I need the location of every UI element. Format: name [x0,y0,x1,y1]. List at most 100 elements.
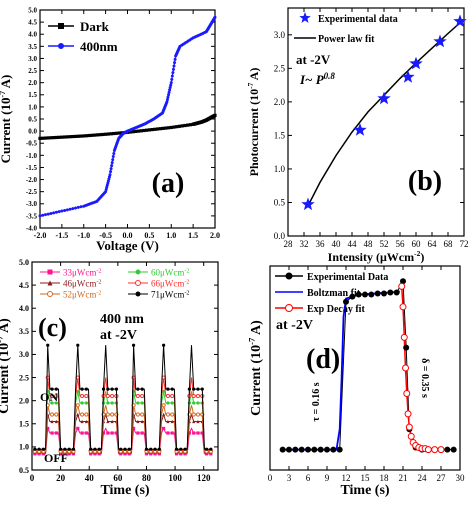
exp-decay-point [424,446,432,454]
data-point [93,447,97,451]
data-point [75,403,80,408]
data-point [172,64,176,68]
data-point [65,135,69,139]
x-axis-label: Time (s) [340,483,389,498]
data-point [79,134,83,138]
legend-label: Boltzman fit [307,288,361,299]
data-point [117,131,121,135]
data-point [209,447,213,451]
experimental-data-point [433,34,447,48]
x-tick-label: 80 [142,473,152,483]
x-tick-label: 0.5 [144,231,154,240]
experimental-data-point [374,290,381,297]
data-point [101,132,105,137]
y-tick-label: -3.5 [26,212,38,220]
data-point [166,431,170,435]
data-point [37,447,41,451]
data-point [119,447,123,451]
y-tick-label: -4.0 [26,224,38,232]
data-point [142,128,146,133]
experimental-data-point [324,446,330,453]
legend-label: 46μWcm-2 [63,279,101,289]
x-tick-label: 60 [412,239,422,249]
data-point [108,173,112,177]
y-tick-label: 0.0 [274,231,286,241]
y-tick-label: -1.0 [26,152,38,160]
data-point [79,393,85,399]
exp-decay-point [398,282,406,290]
experimental-data-point [377,91,391,105]
data-point [49,136,53,140]
y-tick-label: -1.5 [26,164,38,172]
data-point [170,401,174,405]
x-axis-label: Time (s) [100,483,149,498]
data-point [172,125,176,129]
data-point [165,100,169,104]
x-tick-label: 30 [456,473,466,483]
legend-label: Power law fit [318,34,375,45]
data-point [59,447,63,451]
data-point [60,209,64,213]
legend-marker [299,12,311,23]
data-point [84,412,89,417]
x-tick-label: 24 [418,473,428,483]
x-tick-label: 56 [396,239,406,249]
y-tick-label: 4.5 [28,19,37,27]
data-point [46,136,50,140]
data-point [114,131,119,135]
data-point [71,207,75,211]
x-tick-label: 72 [460,239,469,249]
legend-label: 66μWcm-2 [151,279,189,289]
data-point [109,170,113,174]
legend-label: Exp Decay fit [307,304,365,315]
legend-marker [47,269,53,275]
data-point [128,130,132,134]
data-point [136,419,140,424]
x-tick-label: 28 [284,239,294,249]
data-point [71,134,75,139]
y-axis-label: Photocurrent (10-7 A) [246,68,261,177]
y-tick-label: 0.0 [28,128,37,136]
y-tick-label: 3.5 [19,327,29,336]
series-line [34,377,211,452]
x-tick-label: 20 [56,473,66,483]
experimental-data-point [336,446,343,453]
experimental-data-point [401,70,415,83]
data-point [157,447,161,451]
data-point [63,208,67,212]
data-point [174,447,179,451]
legend-label: Experimental data [318,14,398,25]
exp-decay-point [402,364,410,372]
y-tick-label: 4.0 [19,304,29,313]
experimental-data-point [343,298,349,305]
data-point [196,419,200,424]
y-tick-label: 3.0 [28,55,37,63]
data-point [57,210,61,214]
data-point [84,387,88,391]
data-point [105,412,110,417]
data-point [110,401,114,405]
y-tick-label: 2.0 [28,79,37,87]
annotation-power-law: I~ P0.8 [299,71,335,87]
x-tick-label: 0 [30,473,35,483]
data-point [167,90,171,94]
y-tick-label: 5.0 [19,258,29,267]
exp-decay-point [431,446,439,454]
data-point [79,205,83,209]
data-point [155,127,160,131]
data-point [76,426,80,430]
data-point [164,126,168,130]
y-tick-label: 2.5 [28,67,37,75]
data-point [106,419,110,424]
experimental-data-point [400,278,406,285]
data-point [110,419,114,424]
experimental-data-point [330,446,337,453]
data-point [191,393,196,399]
data-point [111,158,115,162]
annotation-bias: at -2V [100,328,137,343]
legend-marker [47,291,53,297]
data-point [173,57,177,61]
data-point [140,412,145,417]
experimental-data-point [349,293,356,300]
